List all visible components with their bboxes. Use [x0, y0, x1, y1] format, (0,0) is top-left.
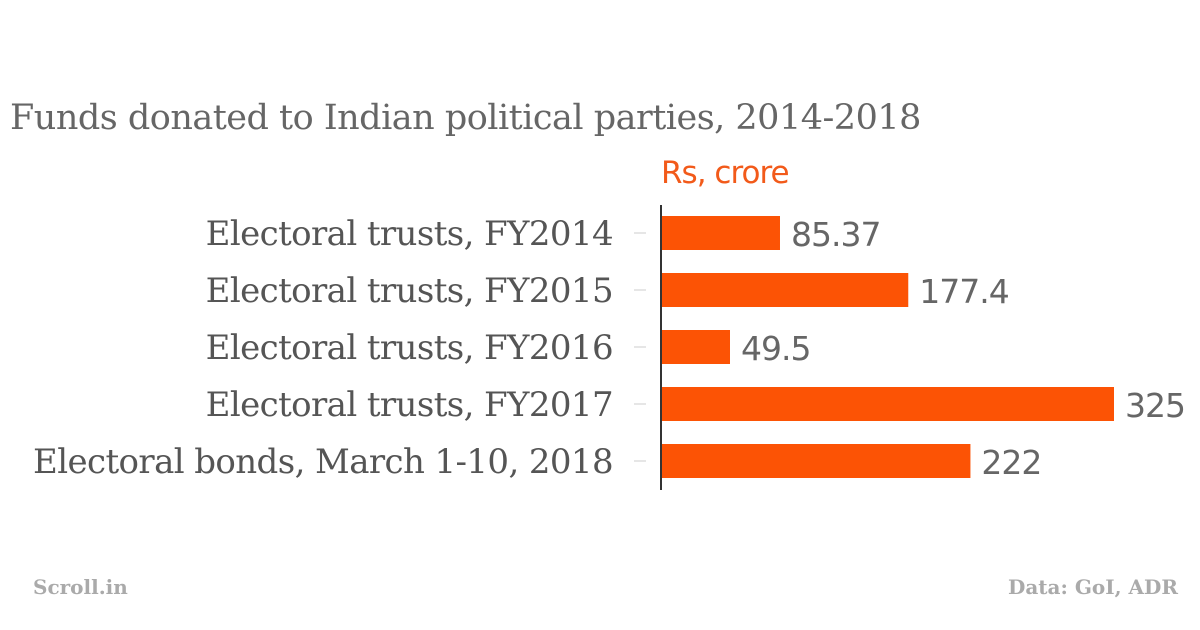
bar [661, 216, 780, 250]
value-label: 222 [981, 443, 1041, 482]
category-label: Electoral trusts, FY2014 [206, 214, 613, 254]
bar [661, 330, 730, 364]
value-label: 177.4 [919, 272, 1008, 311]
value-label: 325 [1125, 386, 1185, 425]
category-label: Electoral trusts, FY2015 [206, 271, 613, 311]
unit-label: Rs, crore [661, 155, 790, 191]
value-label: 85.37 [791, 215, 880, 254]
value-label: 49.5 [741, 329, 810, 368]
bar [661, 387, 1114, 421]
bar [661, 444, 971, 478]
category-label: Electoral bonds, March 1-10, 2018 [33, 442, 613, 482]
category-label: Electoral trusts, FY2017 [206, 385, 613, 425]
bar [661, 273, 909, 307]
brand-footer: Scroll.in [33, 575, 128, 599]
data-source: Data: GoI, ADR [1007, 575, 1178, 599]
category-label: Electoral trusts, FY2016 [206, 328, 613, 368]
chart-title: Funds donated to Indian political partie… [10, 98, 921, 138]
